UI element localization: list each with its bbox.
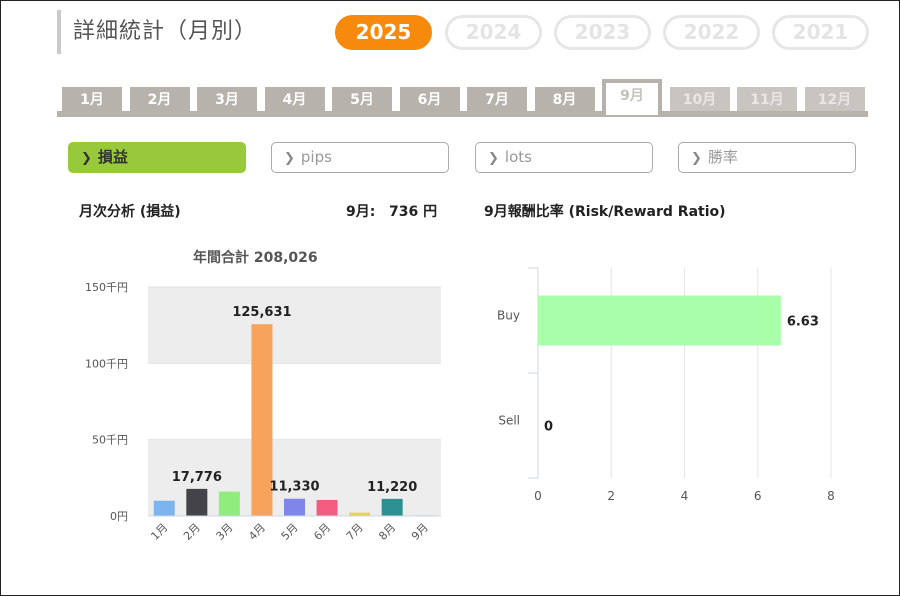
tab-month-4[interactable]: 4月	[264, 87, 325, 111]
tab-month-10[interactable]: 10月	[669, 87, 730, 111]
x-tick-label: 8月	[376, 521, 398, 543]
x-tick-label: 7月	[344, 521, 366, 543]
bar-7月	[349, 512, 371, 516]
y-category-label: Buy	[497, 309, 520, 323]
bar-value-label: 0	[544, 420, 553, 435]
tab-month-5[interactable]: 5月	[332, 87, 392, 111]
plot-band	[148, 287, 441, 364]
bar-Buy	[538, 295, 781, 346]
tab-month-3[interactable]: 3月	[197, 87, 257, 111]
x-tick-label: 9月	[409, 521, 431, 543]
year-2024[interactable]: 2024	[445, 15, 542, 50]
y-category-label: Sell	[498, 414, 520, 428]
bar-2月	[186, 488, 208, 516]
tab-month-1[interactable]: 1月	[62, 87, 122, 111]
bar-8月	[381, 498, 403, 516]
metric-button-0[interactable]: ❯ 損益	[68, 142, 246, 173]
x-tick-label: 2月	[181, 521, 203, 543]
annual-total: 年間合計 208,026	[193, 250, 318, 266]
y-tick-label: 0円	[110, 510, 128, 523]
bar-1月	[153, 500, 175, 516]
tab-month-12[interactable]: 12月	[804, 87, 865, 111]
page-title: 詳細統計（月別）	[57, 10, 257, 54]
chevron-right-icon: ❯	[691, 151, 702, 166]
year-2023[interactable]: 2023	[554, 15, 651, 50]
x-tick-label: 6月	[311, 521, 333, 543]
x-tick-label: 1月	[148, 521, 170, 543]
monthly-pnl-chart: 0円 50千円 100千円 150千円 1月 17,776 2月 3月 125,631 4月 11,…	[85, 281, 441, 543]
bar-value-label: 17,776	[172, 470, 222, 485]
risk-reward-heading: 9月報酬比率 (Risk/Reward Ratio)	[484, 204, 726, 220]
year-2022[interactable]: 2022	[663, 15, 760, 50]
metric-button-1[interactable]: ❯ pips	[271, 142, 449, 173]
y-tick-label: 50千円	[92, 434, 128, 447]
y-tick-label: 100千円	[85, 357, 128, 370]
tab-month-11[interactable]: 11月	[737, 87, 797, 111]
metric-label: lots	[504, 148, 532, 166]
bar-value-label: 11,220	[367, 480, 417, 495]
bar-value-label: 11,330	[269, 480, 319, 495]
tab-month-2[interactable]: 2月	[129, 87, 190, 111]
risk-reward-chart: 0 2 4 6 8 Buy 6.63 Sell 0	[497, 267, 835, 503]
year-2025[interactable]: 2025	[335, 15, 432, 50]
bar-6月	[316, 499, 338, 516]
current-month-label: 9月:	[346, 204, 376, 220]
x-tick-label: 2	[607, 489, 615, 503]
x-tick-label: 4月	[246, 521, 268, 543]
bar-4月	[251, 324, 273, 516]
metric-label: pips	[300, 148, 332, 166]
metric-button-3[interactable]: ❯ 勝率	[678, 142, 856, 173]
bar-5月	[284, 498, 305, 516]
tab-month-8[interactable]: 8月	[534, 87, 595, 111]
monthly-analysis-heading: 月次分析 (損益)	[79, 204, 181, 220]
metric-label: 損益	[97, 148, 128, 166]
bar-value-label: 125,631	[232, 305, 291, 320]
chevron-right-icon: ❯	[81, 151, 92, 166]
bar-3月	[218, 491, 240, 516]
x-tick-label: 6	[754, 489, 762, 503]
bar-9月	[414, 514, 436, 516]
x-tick-label: 5月	[279, 521, 301, 543]
metric-label: 勝率	[707, 148, 738, 166]
x-tick-label: 4	[681, 489, 689, 503]
y-tick-label: 150千円	[85, 281, 128, 294]
metric-button-2[interactable]: ❯ lots	[475, 142, 653, 173]
tab-month-7[interactable]: 7月	[467, 87, 527, 111]
x-tick-label: 8	[827, 489, 835, 503]
x-tick-label: 0	[534, 489, 542, 503]
tab-month-9[interactable]: 9月	[602, 79, 662, 115]
bar-value-label: 6.63	[787, 315, 819, 330]
x-tick-label: 3月	[214, 521, 236, 543]
chevron-right-icon: ❯	[284, 151, 295, 166]
month-tab-bar	[57, 111, 868, 117]
tab-month-6[interactable]: 6月	[399, 87, 460, 111]
current-month-value: 736 円	[389, 204, 438, 220]
year-2021[interactable]: 2021	[772, 15, 869, 50]
chevron-right-icon: ❯	[488, 151, 499, 166]
